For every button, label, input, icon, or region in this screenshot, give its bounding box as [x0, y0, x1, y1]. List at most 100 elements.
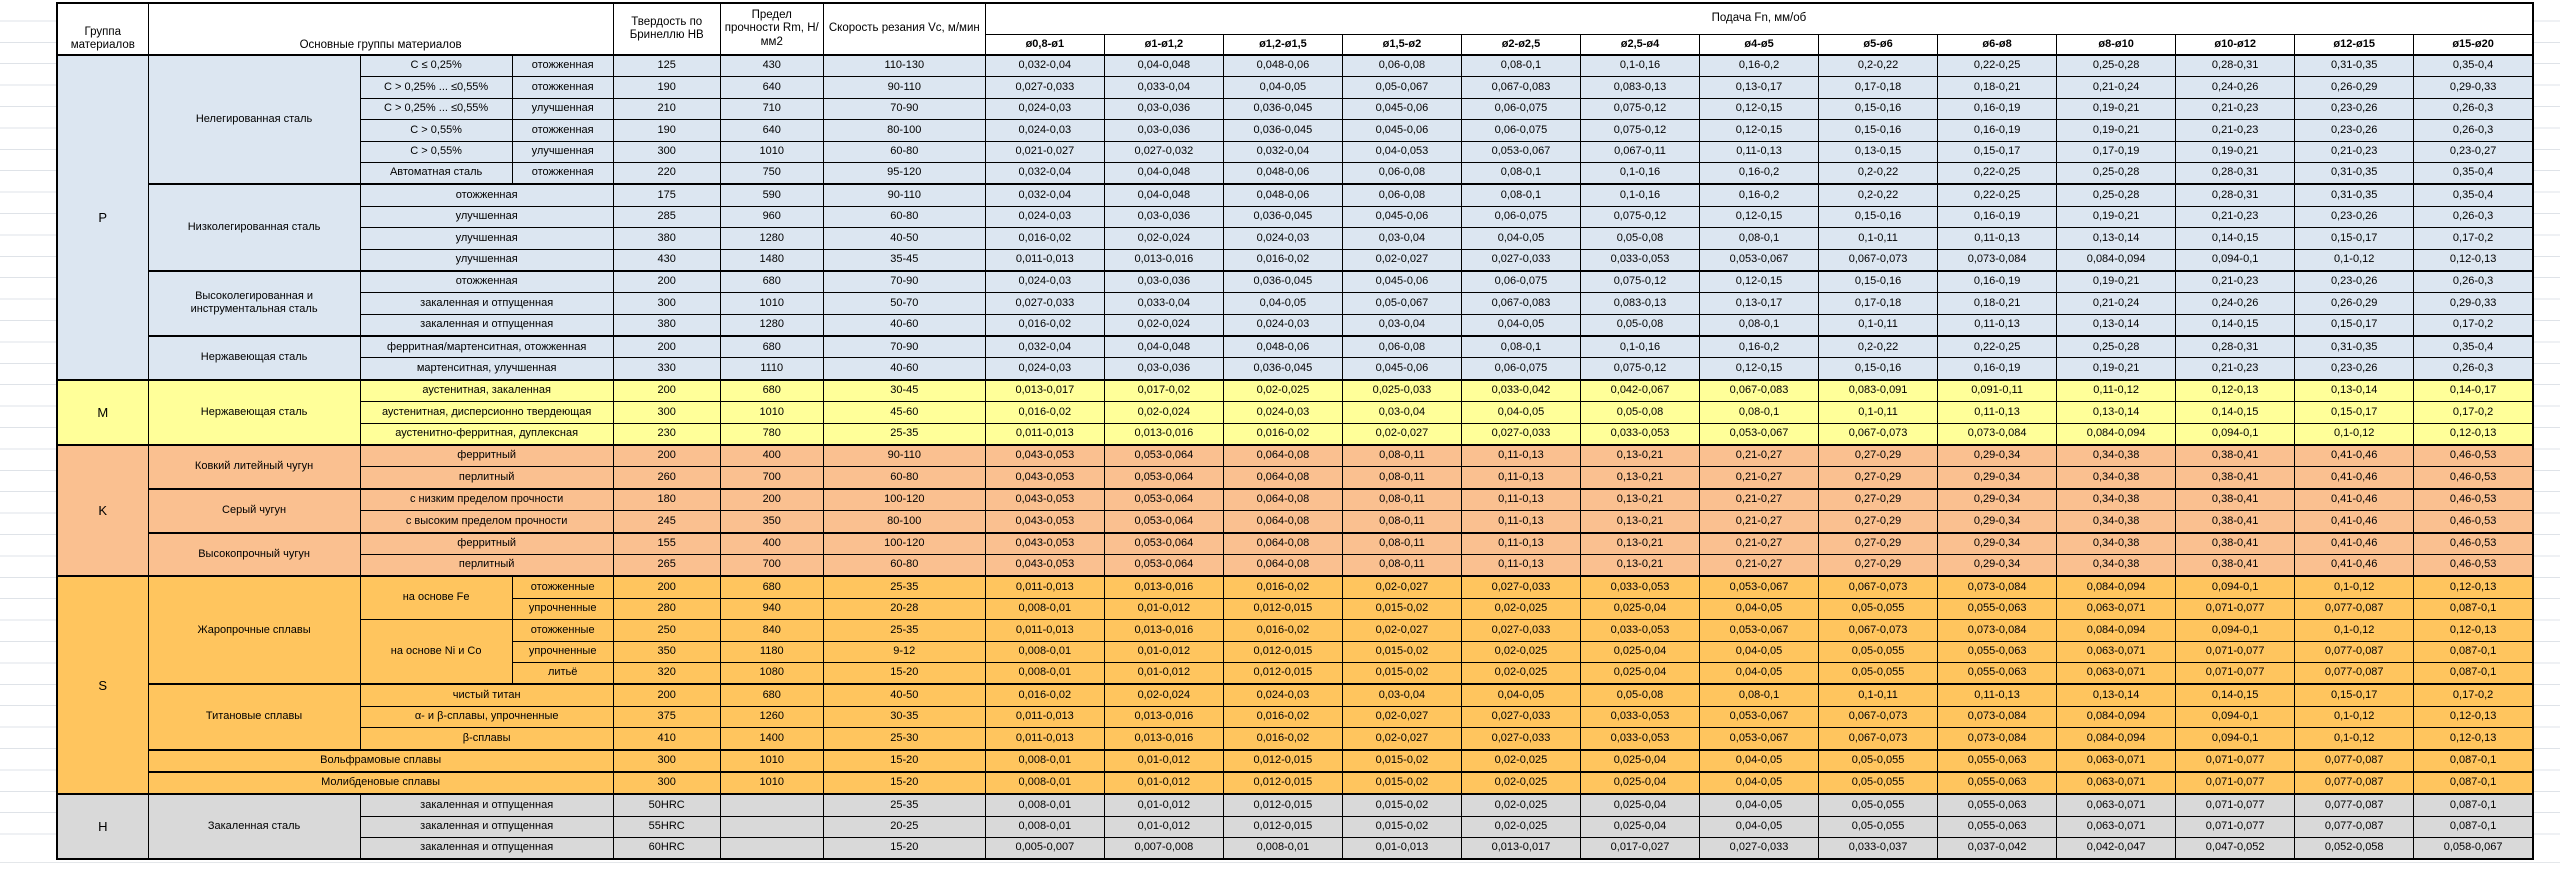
- cell-hardness[interactable]: 230: [612, 422, 721, 446]
- cell-feed[interactable]: 0,05-0,067: [1341, 292, 1462, 315]
- cell-feed[interactable]: 0,21-0,24: [2056, 292, 2177, 315]
- cell-feed[interactable]: 0,024-0,03: [1222, 683, 1343, 707]
- cell-feed[interactable]: 0,21-0,23: [2175, 205, 2296, 229]
- cell-feed[interactable]: 0,19-0,21: [2056, 205, 2177, 229]
- cell-feed[interactable]: 0,008-0,01: [984, 815, 1105, 839]
- cell-feed[interactable]: 0,033-0,04: [1103, 292, 1224, 315]
- cell-hardness[interactable]: 250: [612, 619, 721, 642]
- cell-hardness[interactable]: 190: [612, 76, 721, 99]
- cell-strength[interactable]: 680: [719, 335, 824, 359]
- cell-strength[interactable]: [719, 815, 824, 839]
- cell-feed[interactable]: 0,011-0,013: [984, 422, 1105, 446]
- cell-feed[interactable]: 0,06-0,075: [1460, 119, 1581, 142]
- cell-state[interactable]: отожженная: [359, 269, 614, 294]
- cell-feed[interactable]: 0,036-0,045: [1222, 119, 1343, 142]
- cell-feed[interactable]: 0,08-0,11: [1341, 466, 1462, 490]
- cell-feed[interactable]: 0,03-0,036: [1103, 205, 1224, 229]
- cell-feed[interactable]: 0,35-0,4: [2413, 335, 2534, 359]
- cell-feed[interactable]: 0,1-0,12: [2294, 248, 2415, 272]
- cell-feed[interactable]: 0,064-0,08: [1222, 487, 1343, 512]
- cell-feed[interactable]: 0,012-0,015: [1222, 748, 1343, 773]
- cell-hardness[interactable]: 60HRC: [612, 837, 721, 860]
- cell-feed[interactable]: 0,16-0,19: [1937, 205, 2058, 229]
- cell-feed[interactable]: 0,25-0,28: [2056, 54, 2177, 78]
- cell-state[interactable]: отожженная: [359, 183, 614, 207]
- cell-feed[interactable]: 0,008-0,01: [1222, 837, 1343, 860]
- cell-feed[interactable]: 0,12-0,13: [2413, 705, 2534, 729]
- cell-feed[interactable]: 0,071-0,077: [2175, 597, 2296, 621]
- cell-feed[interactable]: 0,058-0,067: [2413, 837, 2534, 860]
- cell-feed[interactable]: 0,053-0,067: [1699, 422, 1820, 446]
- cell-strength[interactable]: [719, 837, 824, 860]
- cell-feed[interactable]: 0,1-0,11: [1818, 683, 1939, 707]
- cell-feed[interactable]: 0,04-0,05: [1460, 401, 1581, 424]
- cell-feed[interactable]: 0,46-0,53: [2413, 487, 2534, 512]
- cell-strength[interactable]: 680: [719, 269, 824, 294]
- cell-feed[interactable]: 0,087-0,1: [2413, 597, 2534, 621]
- cell-family[interactable]: Нержавеющая сталь: [147, 335, 361, 381]
- cell-feed[interactable]: 0,053-0,064: [1103, 444, 1224, 468]
- cell-feed[interactable]: 0,067-0,073: [1818, 619, 1939, 642]
- cell-feed[interactable]: 0,027-0,033: [1460, 575, 1581, 599]
- cell-feed[interactable]: 0,13-0,17: [1699, 292, 1820, 315]
- cell-feed[interactable]: 0,032-0,04: [984, 161, 1105, 185]
- cell-feed[interactable]: 0,34-0,38: [2056, 444, 2177, 468]
- cell-feed[interactable]: 0,084-0,094: [2056, 727, 2177, 750]
- cell-feed[interactable]: 0,21-0,23: [2175, 97, 2296, 121]
- cell-feed[interactable]: 0,29-0,34: [1937, 553, 2058, 577]
- cell-feed[interactable]: 0,03-0,04: [1341, 401, 1462, 424]
- cell-feed[interactable]: 0,34-0,38: [2056, 531, 2177, 555]
- cell-feed[interactable]: 0,12-0,13: [2175, 378, 2296, 403]
- cell-feed[interactable]: 0,027-0,033: [984, 76, 1105, 99]
- cell-state[interactable]: ферритный: [359, 444, 614, 468]
- cell-feed[interactable]: 0,08-0,11: [1341, 553, 1462, 577]
- cell-feed[interactable]: 0,29-0,34: [1937, 510, 2058, 534]
- cell-speed[interactable]: 15-20: [822, 837, 986, 860]
- cell-feed[interactable]: 0,41-0,46: [2294, 553, 2415, 577]
- cell-letter[interactable]: H: [56, 793, 149, 860]
- cell-feed[interactable]: 0,46-0,53: [2413, 444, 2534, 468]
- cell-speed[interactable]: 40-50: [822, 683, 986, 707]
- cell-feed[interactable]: 0,083-0,13: [1579, 292, 1701, 315]
- cell-state[interactable]: отожженная: [511, 76, 614, 99]
- cell-feed[interactable]: 0,16-0,19: [1937, 269, 2058, 294]
- cell-feed[interactable]: 0,033-0,053: [1579, 619, 1701, 642]
- cell-sub[interactable]: C > 0,25% ... ≤0,55%: [359, 97, 513, 121]
- cell-feed[interactable]: 0,29-0,33: [2413, 76, 2534, 99]
- cell-speed[interactable]: 100-120: [822, 487, 986, 512]
- cell-hardness[interactable]: 300: [612, 140, 721, 163]
- cell-feed[interactable]: 0,1-0,12: [2294, 619, 2415, 642]
- cell-feed[interactable]: 0,045-0,06: [1341, 357, 1462, 381]
- cell-feed[interactable]: 0,21-0,24: [2056, 76, 2177, 99]
- cell-strength[interactable]: 710: [719, 97, 824, 121]
- cell-hardness[interactable]: 320: [612, 661, 721, 685]
- cell-feed[interactable]: 0,2-0,22: [1818, 54, 1939, 78]
- cell-feed[interactable]: 0,29-0,34: [1937, 531, 2058, 555]
- cell-feed[interactable]: 0,063-0,071: [2056, 661, 2177, 685]
- cell-hardness[interactable]: 380: [612, 227, 721, 250]
- cell-speed[interactable]: 60-80: [822, 466, 986, 490]
- cell-feed[interactable]: 0,055-0,063: [1937, 815, 2058, 839]
- cell-feed[interactable]: 0,024-0,03: [984, 205, 1105, 229]
- cell-feed[interactable]: 0,11-0,13: [1460, 487, 1581, 512]
- cell-feed[interactable]: 0,12-0,15: [1699, 97, 1820, 121]
- cell-feed[interactable]: 0,05-0,055: [1818, 640, 1939, 663]
- cell-hardness[interactable]: 50HRC: [612, 793, 721, 817]
- cell-state[interactable]: закаленная и отпущенная: [359, 793, 614, 817]
- cell-feed[interactable]: 0,27-0,29: [1818, 510, 1939, 534]
- cell-feed[interactable]: 0,13-0,21: [1579, 531, 1701, 555]
- cell-strength[interactable]: 1280: [719, 313, 824, 337]
- cell-feed[interactable]: 0,21-0,23: [2175, 269, 2296, 294]
- cell-feed[interactable]: 0,21-0,27: [1699, 444, 1820, 468]
- cell-feed[interactable]: 0,16-0,2: [1699, 161, 1820, 185]
- cell-feed[interactable]: 0,12-0,15: [1699, 205, 1820, 229]
- cell-feed[interactable]: 0,04-0,05: [1699, 661, 1820, 685]
- cell-family[interactable]: Высоколегированная и инструментальная ст…: [147, 269, 361, 337]
- cell-feed[interactable]: 0,08-0,1: [1460, 54, 1581, 78]
- cell-feed[interactable]: 0,12-0,13: [2413, 727, 2534, 750]
- header-diameter-range[interactable]: ø0,8-ø1: [984, 34, 1105, 56]
- cell-feed[interactable]: 0,077-0,087: [2294, 661, 2415, 685]
- cell-feed[interactable]: 0,04-0,05: [1222, 76, 1343, 99]
- cell-feed[interactable]: 0,25-0,28: [2056, 161, 2177, 185]
- cell-feed[interactable]: 0,091-0,11: [1937, 378, 2058, 403]
